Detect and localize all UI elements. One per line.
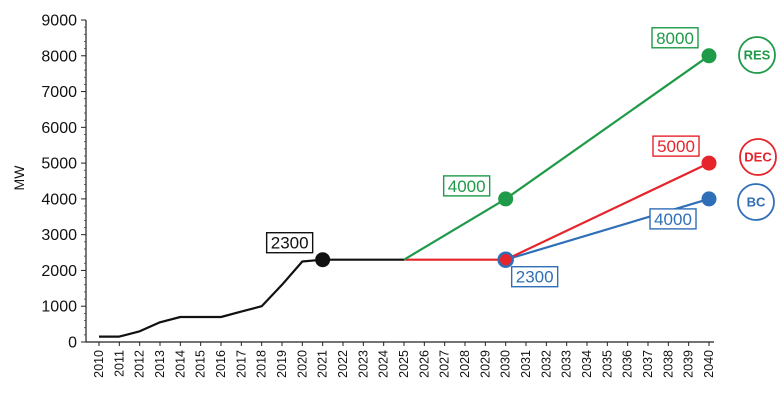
marker-res bbox=[498, 191, 514, 207]
x-tick-label: 2031 bbox=[519, 350, 533, 378]
y-axis-label: MW bbox=[11, 165, 27, 191]
y-tick-label: 0 bbox=[68, 335, 77, 352]
x-tick-label: 2012 bbox=[133, 350, 147, 378]
x-tick-label: 2013 bbox=[153, 350, 167, 378]
series-markers bbox=[315, 48, 717, 268]
annotation-label: 5000 bbox=[657, 137, 695, 156]
marker-res bbox=[701, 48, 717, 64]
x-tick-label: 2016 bbox=[214, 350, 228, 378]
series-line-hist bbox=[99, 258, 404, 338]
series-lines bbox=[99, 54, 710, 338]
y-tick-label: 8000 bbox=[41, 48, 77, 65]
x-tick-label: 2018 bbox=[255, 350, 269, 378]
x-tick-label: 2024 bbox=[377, 350, 391, 378]
scenario-labels: RES DEC BC bbox=[737, 36, 777, 221]
value-annotations: 2300 4000 8000 5000 2300 4000 bbox=[265, 27, 700, 288]
x-tick-label: 2032 bbox=[539, 350, 553, 378]
x-tick-label: 2040 bbox=[702, 350, 716, 378]
y-tick-label: 7000 bbox=[41, 84, 77, 101]
y-ticks: 0 1000 2000 3000 4000 5000 6000 7000 8000 9000 bbox=[41, 13, 86, 352]
x-tick-label: 2022 bbox=[336, 350, 350, 378]
annotation-label: 8000 bbox=[656, 29, 694, 48]
x-tick-label: 2027 bbox=[438, 350, 452, 378]
x-tick-label: 2020 bbox=[295, 350, 309, 378]
scenario-circle-dec bbox=[739, 138, 777, 176]
x-tick-label: 2011 bbox=[112, 350, 126, 377]
annotation-label: 2300 bbox=[516, 268, 554, 287]
annotation-box bbox=[652, 135, 700, 157]
scenario-label-dec: DEC bbox=[744, 150, 772, 165]
x-tick-label: 2037 bbox=[641, 350, 655, 378]
y-tick-label: 1000 bbox=[41, 299, 77, 316]
x-tick-label: 2038 bbox=[661, 350, 675, 378]
x-tick-label: 2039 bbox=[682, 350, 696, 378]
y-tick-label: 9000 bbox=[41, 13, 77, 30]
annotation-box bbox=[651, 27, 699, 49]
x-tick-label: 2026 bbox=[417, 350, 431, 378]
x-tick-label: 2034 bbox=[580, 350, 594, 378]
annotation-label: 2300 bbox=[271, 234, 309, 253]
y-tick-label: 5000 bbox=[41, 156, 77, 173]
marker-dec bbox=[701, 155, 717, 171]
y-tick-label: 6000 bbox=[41, 120, 77, 137]
annotation-label: 4000 bbox=[654, 210, 692, 229]
y-tick-label: 3000 bbox=[41, 227, 77, 244]
x-ticks: 2010 2011 2012 2013 2014 2015 2016 2017 2018 2019… bbox=[92, 342, 716, 378]
x-tick-label: 2033 bbox=[560, 350, 574, 378]
y-tick-label: 2000 bbox=[41, 263, 77, 280]
x-tick-label: 2014 bbox=[173, 350, 187, 378]
y-tick-label: 4000 bbox=[41, 191, 77, 208]
x-tick-label: 2021 bbox=[316, 350, 330, 378]
scenario-label-res: RES bbox=[744, 48, 771, 63]
x-tick-label: 2017 bbox=[234, 350, 248, 378]
annotation-box bbox=[442, 175, 491, 197]
annotation-label: 4000 bbox=[448, 177, 486, 196]
annotation-box bbox=[649, 208, 697, 230]
x-tick-label: 2029 bbox=[478, 350, 492, 378]
scenario-label-bc: BC bbox=[747, 195, 766, 210]
marker-bc bbox=[701, 191, 717, 207]
annotation-box bbox=[265, 232, 314, 254]
x-tick-label: 2015 bbox=[194, 350, 208, 378]
x-tick-label: 2025 bbox=[397, 350, 411, 378]
scenario-circle-res bbox=[738, 36, 776, 74]
marker-hist bbox=[315, 252, 331, 268]
x-tick-label: 2019 bbox=[275, 350, 289, 378]
scenario-circle-bc bbox=[737, 183, 775, 221]
x-tick-label: 2023 bbox=[356, 350, 370, 378]
marker-bc bbox=[497, 251, 514, 268]
x-tick-label: 2030 bbox=[499, 350, 513, 378]
x-tick-label: 2036 bbox=[621, 350, 635, 378]
x-tick-label: 2028 bbox=[458, 350, 472, 378]
x-tick-label: 2010 bbox=[92, 350, 106, 378]
annotation-box bbox=[510, 266, 559, 288]
x-tick-label: 2035 bbox=[600, 350, 614, 378]
